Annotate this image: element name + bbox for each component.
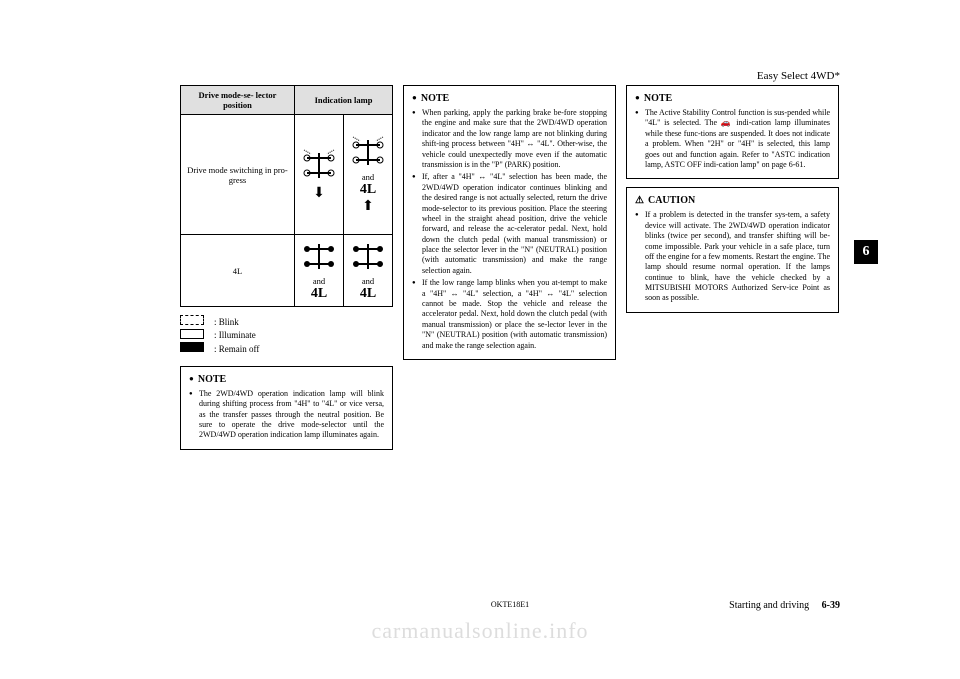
drivetrain-blink-icon (348, 135, 388, 170)
table-cell-icon: ⬇ (295, 115, 344, 235)
off-legend-icon (180, 342, 204, 352)
note-box-3: NOTE The Active Stability Control functi… (626, 85, 839, 179)
footer-section: Starting and driving 6-39 (729, 600, 840, 611)
watermark: carmanualsonline.info (371, 618, 588, 644)
table-cell-icon: and 4L (295, 235, 344, 307)
legend-label: : Blink (214, 316, 239, 329)
and-label: and (299, 276, 339, 286)
drivetrain-blink-icon (299, 148, 339, 183)
note-item: If the low range lamp blinks when you at… (412, 278, 607, 351)
legend-row: : Blink (180, 315, 393, 329)
column-layout: Drive mode-se- lector position Indicatio… (180, 85, 840, 565)
table-header-2: Indication lamp (295, 86, 393, 115)
four-l-icon: 4L (348, 182, 388, 198)
note-title: NOTE (635, 92, 830, 105)
caution-title: CAUTION (635, 194, 830, 207)
page-title: Easy Select 4WD* (757, 70, 840, 82)
legend-label: : Illuminate (214, 329, 256, 342)
column-2: NOTE When parking, apply the parking bra… (403, 85, 616, 565)
footer-code: OKTE18E1 (491, 600, 529, 609)
table-row-label: 4L (181, 235, 295, 307)
note-item: When parking, apply the parking brake be… (412, 108, 607, 170)
footer-page-number: 6-39 (822, 600, 840, 611)
legend: : Blink : Illuminate : Remain off (180, 315, 393, 356)
and-label: and (348, 172, 388, 182)
drivetrain-icon (299, 239, 339, 274)
legend-row: : Illuminate (180, 329, 393, 343)
note-item: The 2WD/4WD operation indication lamp wi… (189, 389, 384, 441)
four-l-icon: 4L (299, 286, 339, 302)
column-1: Drive mode-se- lector position Indicatio… (180, 85, 393, 565)
drive-mode-table: Drive mode-se- lector position Indicatio… (180, 85, 393, 307)
chapter-tab: 6 (854, 240, 878, 264)
caution-box: CAUTION If a problem is detected in the … (626, 187, 839, 313)
and-label: and (348, 276, 388, 286)
note-item: The Active Stability Control function is… (635, 108, 830, 170)
note-box-2: NOTE When parking, apply the parking bra… (403, 85, 616, 360)
column-3: NOTE The Active Stability Control functi… (626, 85, 839, 565)
legend-row: : Remain off (180, 342, 393, 356)
blink-legend-icon (180, 315, 204, 325)
note-title: NOTE (189, 373, 384, 386)
table-cell-icon: and 4L ⬆ (344, 115, 393, 235)
legend-label: : Remain off (214, 343, 259, 356)
note-item: If, after a "4H" ↔ "4L" selection has be… (412, 172, 607, 276)
illuminate-legend-icon (180, 329, 204, 339)
note-box-1: NOTE The 2WD/4WD operation indication la… (180, 366, 393, 450)
drivetrain-icon (348, 239, 388, 274)
footer-section-text: Starting and driving (729, 600, 809, 611)
note-title: NOTE (412, 92, 607, 105)
four-l-icon: 4L (348, 286, 388, 302)
table-header-1: Drive mode-se- lector position (181, 86, 295, 115)
table-row-label: Drive mode switching in pro- gress (181, 115, 295, 235)
caution-item: If a problem is detected in the transfer… (635, 210, 830, 304)
table-cell-icon: and 4L (344, 235, 393, 307)
page-container: Easy Select 4WD* 6 Drive mode-se- lector… (180, 80, 840, 600)
